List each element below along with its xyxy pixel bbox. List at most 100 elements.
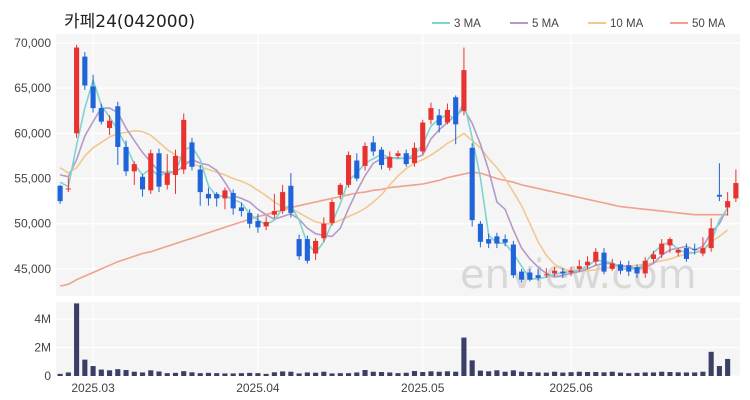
candle	[494, 232, 500, 249]
candle-body	[214, 193, 220, 199]
volume-bar	[568, 372, 574, 376]
candle-body	[189, 142, 195, 167]
volume-bar	[321, 371, 327, 376]
candle-body	[90, 86, 96, 109]
candle	[617, 260, 624, 275]
volume-bar	[222, 373, 228, 376]
candle	[708, 218, 714, 252]
candle	[650, 250, 657, 263]
candle	[519, 268, 525, 283]
volume-bar	[494, 370, 500, 376]
volume-bar	[576, 371, 582, 376]
candle-body	[263, 221, 269, 227]
candle-body	[378, 149, 385, 165]
volume-bar	[477, 370, 483, 376]
candle	[288, 173, 294, 218]
candle	[387, 151, 393, 171]
volume-bar	[205, 372, 212, 376]
candle	[683, 243, 689, 262]
candle	[486, 233, 492, 249]
candle-body	[642, 260, 648, 274]
candle	[296, 234, 302, 260]
volume-bar	[593, 372, 599, 376]
candle	[263, 216, 269, 231]
candle-body	[172, 155, 179, 175]
candle-body	[337, 184, 343, 195]
volume-bar	[238, 373, 244, 376]
candle-body	[65, 188, 71, 190]
x-axis: 2025.03 2025.04 2025.05 2025.06	[71, 381, 593, 395]
candle	[552, 267, 558, 277]
candle	[659, 239, 665, 259]
candle	[98, 103, 104, 125]
candle	[593, 248, 599, 266]
candle	[584, 256, 591, 269]
legend-label: 10 MA	[610, 18, 644, 30]
volume-bar	[139, 372, 146, 376]
price-tick-label: 45,000	[14, 262, 51, 276]
volume-bar	[667, 372, 673, 376]
volume-bar	[115, 369, 121, 376]
candle-body	[255, 221, 261, 228]
volume-bar	[230, 373, 236, 376]
volume-bar	[247, 372, 253, 376]
volume-bar	[123, 370, 129, 376]
volume-bar	[370, 371, 376, 376]
candle	[626, 260, 632, 277]
legend-item: 10 MA	[588, 18, 644, 30]
volume-tick-label: 4M	[34, 312, 51, 326]
x-tick-label: 2025.03	[71, 381, 115, 395]
candle	[634, 264, 640, 278]
candle-body	[733, 183, 739, 199]
candle	[238, 202, 244, 217]
candle	[57, 184, 63, 204]
candle	[428, 102, 434, 125]
candle	[601, 248, 607, 275]
candle-body	[74, 47, 80, 134]
candle-body	[617, 264, 624, 271]
candle-body	[552, 270, 558, 274]
volume-bar	[263, 373, 269, 376]
ma50-line	[59, 171, 728, 287]
candle	[461, 47, 467, 116]
ma3-line	[59, 77, 729, 280]
volume-bar	[411, 371, 418, 376]
candle	[527, 268, 533, 282]
volume-tick-label: 0	[44, 369, 51, 383]
candle-body	[560, 271, 566, 274]
price-tick-label: 55,000	[14, 172, 51, 186]
candle-body	[519, 271, 525, 280]
candle	[568, 267, 574, 277]
candle-body	[164, 173, 170, 185]
volume-bar	[519, 371, 525, 376]
volume-bar	[255, 373, 261, 376]
volume-bar	[626, 373, 632, 376]
candle-body	[601, 252, 607, 272]
candle-body	[527, 272, 533, 280]
volume-bar	[329, 373, 335, 376]
candle	[74, 44, 80, 138]
volume-bar	[535, 372, 541, 376]
candle-body	[494, 236, 500, 244]
candle	[420, 119, 426, 155]
candle	[510, 240, 516, 278]
volume-bar	[288, 371, 294, 376]
volume-bar	[156, 371, 162, 376]
candle	[214, 192, 220, 207]
volume-bar	[444, 371, 451, 376]
volume-bar	[436, 371, 442, 376]
candle-body	[329, 202, 335, 223]
volume-bar	[486, 371, 492, 376]
volume-bar	[700, 371, 706, 376]
watermark: enview.com	[460, 252, 697, 298]
candle-body	[634, 267, 640, 274]
candle	[205, 187, 212, 206]
candle-body	[271, 211, 277, 215]
volume-bar	[387, 372, 393, 376]
candle	[107, 115, 113, 136]
candle-body	[280, 192, 286, 212]
volume-bar	[601, 372, 607, 376]
legend-label: 3 MA	[454, 18, 481, 30]
candle	[123, 140, 129, 176]
